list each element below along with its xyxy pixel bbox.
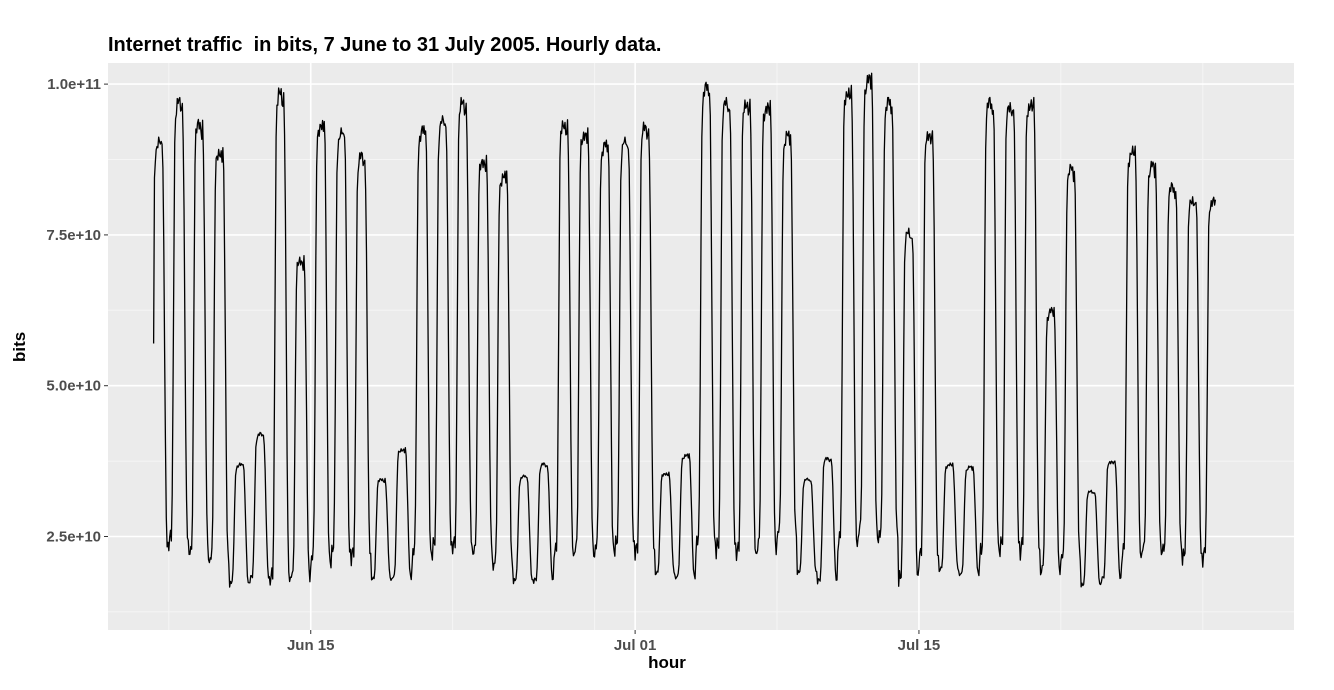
y-tick-label: 5.0e+10 bbox=[46, 378, 101, 395]
major-gridlines bbox=[108, 63, 1294, 630]
x-axis-title: hour bbox=[648, 653, 686, 672]
y-tick-label: 7.5e+10 bbox=[46, 227, 101, 244]
y-tick-label: 2.5e+10 bbox=[46, 529, 101, 546]
x-tick-label: Jul 15 bbox=[898, 637, 941, 654]
series-line bbox=[152, 72, 1217, 588]
series-layer bbox=[152, 72, 1217, 588]
y-axis: 2.5e+10 5.0e+10 7.5e+10 1.0e+11 bbox=[46, 76, 108, 546]
y-tick-label: 1.0e+11 bbox=[47, 76, 101, 93]
x-tick-label: Jun 15 bbox=[287, 637, 335, 654]
minor-gridlines bbox=[108, 63, 1294, 630]
x-axis: Jun 15 Jul 01 Jul 15 bbox=[287, 630, 940, 654]
chart-title: Internet traffic in bits, 7 June to 31 J… bbox=[108, 34, 662, 56]
x-tick-label: Jul 01 bbox=[614, 637, 657, 654]
